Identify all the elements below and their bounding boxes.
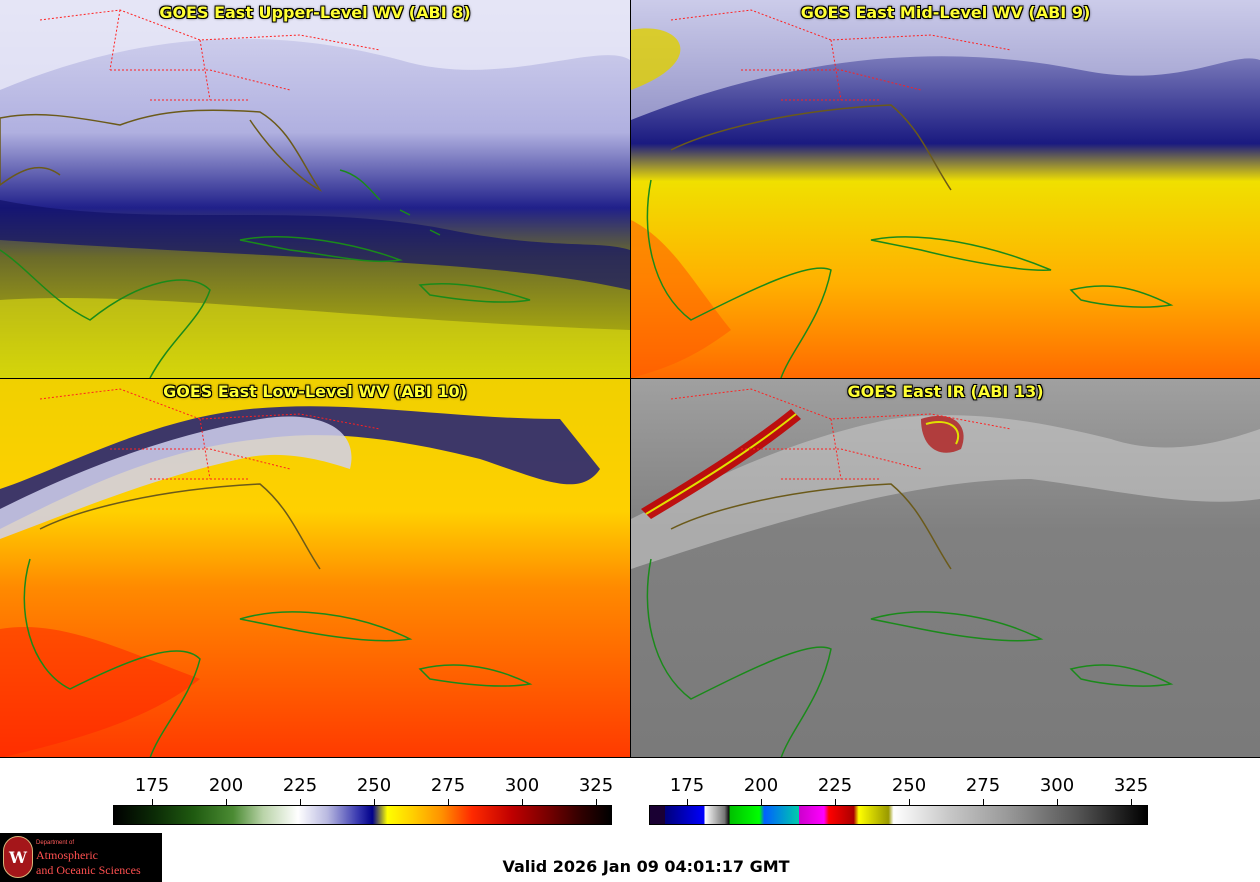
wv-colorbar-tick-label: 225 xyxy=(282,775,318,796)
wv-colorbar-tick-label: 175 xyxy=(134,775,170,796)
mid-level-wv-image xyxy=(631,0,1260,378)
low-level-wv-panel: GOES East Low-Level WV (ABI 10) xyxy=(0,379,630,758)
ir-colorbar-tick xyxy=(1131,799,1132,805)
logo-department-text: Department of xyxy=(36,840,75,846)
aos-logo: W Department of Atmospheric and Oceanic … xyxy=(0,833,162,882)
panel-divider-bottom xyxy=(0,757,1260,758)
ir-image xyxy=(631,379,1260,758)
wv-colorbar-tick xyxy=(152,799,153,805)
wv-colorbar-tick xyxy=(300,799,301,805)
upper-level-wv-panel: GOES East Upper-Level WV (ABI 8) xyxy=(0,0,630,378)
panel-divider-horizontal xyxy=(0,378,1260,379)
ir-colorbar-tick-label: 175 xyxy=(669,775,705,796)
wv-colorbar-tick xyxy=(374,799,375,805)
upper-level-wv-title: GOES East Upper-Level WV (ABI 8) xyxy=(159,3,471,22)
panel-divider-vertical xyxy=(630,0,631,758)
ir-colorbar-tick-label: 225 xyxy=(817,775,853,796)
wv-colorbar-tick xyxy=(226,799,227,805)
mid-level-wv-panel: GOES East Mid-Level WV (ABI 9) xyxy=(631,0,1260,378)
uw-seal-letter: W xyxy=(9,848,27,867)
low-level-wv-title: GOES East Low-Level WV (ABI 10) xyxy=(163,382,467,401)
ir-colorbar-tick xyxy=(1057,799,1058,805)
wv-colorbar-tick-label: 200 xyxy=(208,775,244,796)
ir-colorbar-tick xyxy=(761,799,762,805)
ir-colorbar-tick-label: 200 xyxy=(743,775,779,796)
uw-seal-icon: W xyxy=(3,836,33,878)
mid-level-wv-title: GOES East Mid-Level WV (ABI 9) xyxy=(800,3,1091,22)
ir-colorbar-tick xyxy=(835,799,836,805)
ir-colorbar xyxy=(649,805,1148,825)
wv-colorbar-tick-label: 250 xyxy=(356,775,392,796)
ir-colorbar-tick-label: 250 xyxy=(891,775,927,796)
wv-colorbar-tick-label: 325 xyxy=(578,775,614,796)
ir-colorbar-tick-label: 275 xyxy=(965,775,1001,796)
upper-level-wv-image xyxy=(0,0,630,378)
logo-line-atmospheric: Atmospheric xyxy=(36,848,98,862)
wv-colorbar-tick xyxy=(596,799,597,805)
low-level-wv-image xyxy=(0,379,630,758)
wv-colorbar-tick-label: 300 xyxy=(504,775,540,796)
ir-colorbar-tick xyxy=(983,799,984,805)
wv-colorbar xyxy=(113,805,612,825)
ir-colorbar-tick xyxy=(687,799,688,805)
logo-line-oceanic: and Oceanic Sciences xyxy=(36,863,141,877)
wv-colorbar-tick xyxy=(448,799,449,805)
wv-colorbar-tick xyxy=(522,799,523,805)
ir-colorbar-tick xyxy=(909,799,910,805)
ir-colorbar-tick-label: 325 xyxy=(1113,775,1149,796)
wv-colorbar-tick-label: 275 xyxy=(430,775,466,796)
valid-timestamp: Valid 2026 Jan 09 04:01:17 GMT xyxy=(502,857,790,876)
ir-panel: GOES East IR (ABI 13) xyxy=(631,379,1260,758)
ir-colorbar-tick-label: 300 xyxy=(1039,775,1075,796)
ir-title: GOES East IR (ABI 13) xyxy=(847,382,1044,401)
